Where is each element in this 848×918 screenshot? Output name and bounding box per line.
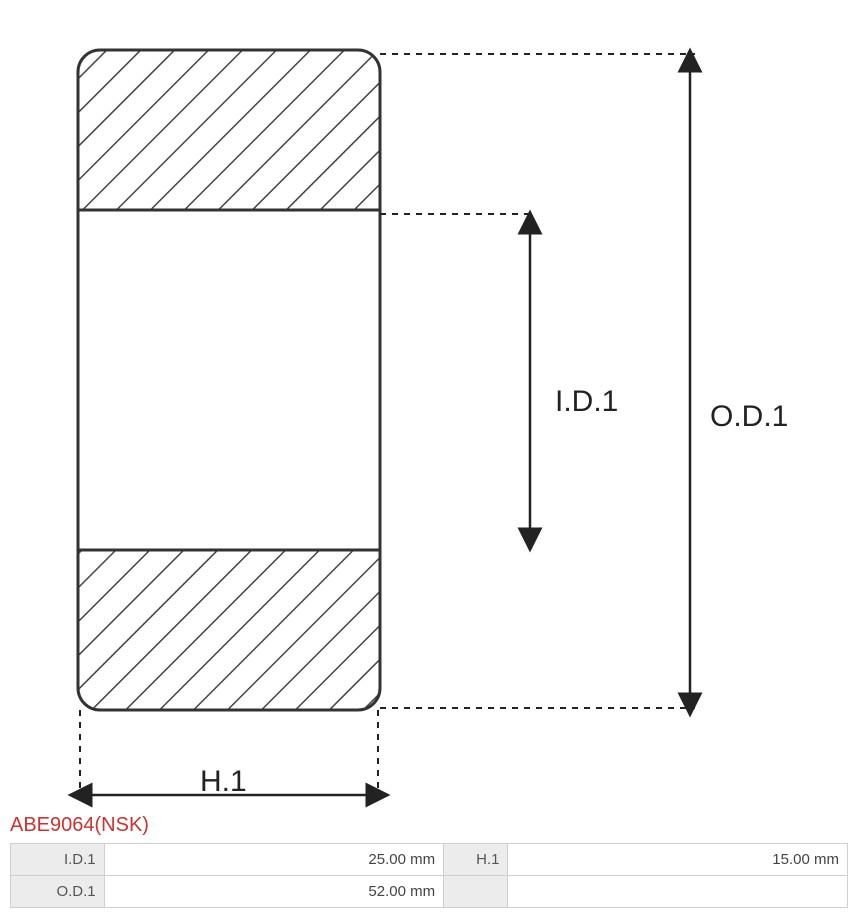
label-h1: H.1 bbox=[200, 765, 247, 799]
spec-label: H.1 bbox=[444, 844, 508, 876]
label-od1: O.D.1 bbox=[710, 400, 788, 434]
spec-value: 52.00 mm bbox=[104, 876, 443, 908]
label-id1: I.D.1 bbox=[555, 385, 618, 419]
spec-label: I.D.1 bbox=[11, 844, 105, 876]
spec-table: I.D.1 25.00 mm H.1 15.00 mm O.D.1 52.00 … bbox=[10, 843, 848, 908]
table-row: I.D.1 25.00 mm H.1 15.00 mm bbox=[11, 844, 848, 876]
bearing-cross-section-diagram: I.D.1 O.D.1 H.1 bbox=[10, 10, 790, 810]
spec-label: O.D.1 bbox=[11, 876, 105, 908]
spec-value: 25.00 mm bbox=[104, 844, 443, 876]
spec-value bbox=[508, 876, 848, 908]
spec-label bbox=[444, 876, 508, 908]
table-row: O.D.1 52.00 mm bbox=[11, 876, 848, 908]
part-title: ABE9064(NSK) bbox=[10, 814, 838, 837]
diagram-svg bbox=[10, 10, 790, 810]
spec-value: 15.00 mm bbox=[508, 844, 848, 876]
